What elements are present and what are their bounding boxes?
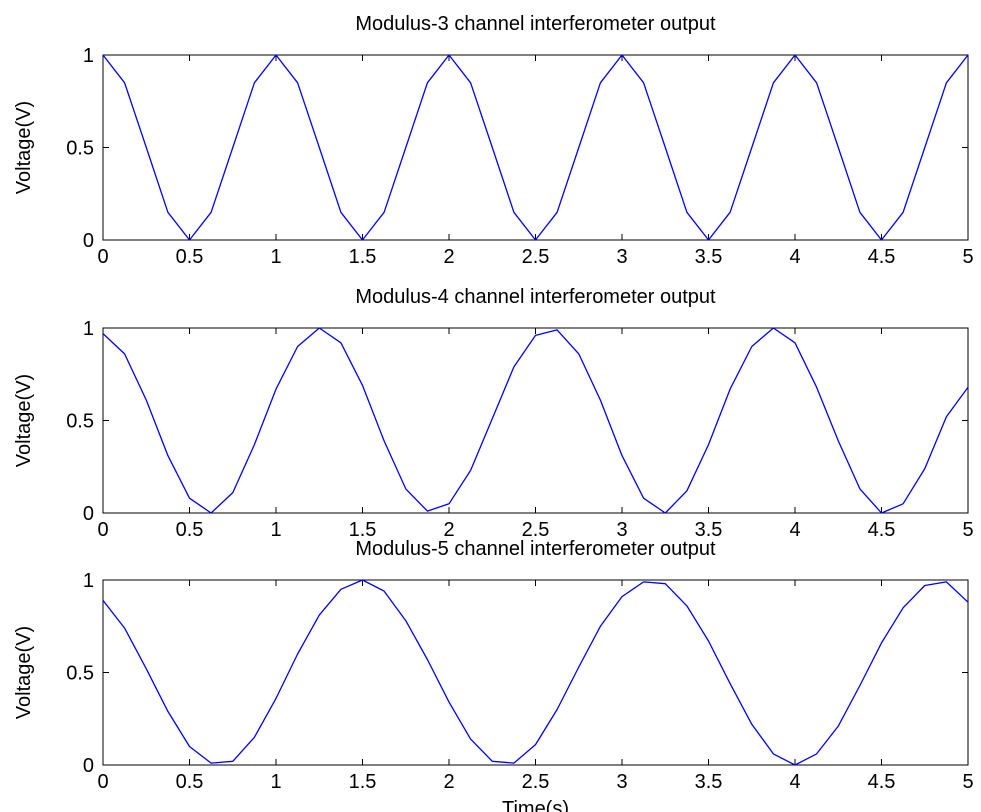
subplot-modulus-4: Modulus-4 channel interferometer output … [13,286,974,541]
y-tick-label: 0.5 [66,663,94,685]
y-tick-label: 0.5 [66,138,94,160]
x-tick-label: 4.5 [868,771,896,793]
x-tick-label: 4 [789,771,800,793]
series-line [103,580,968,765]
x-tick-label: 2.5 [522,771,550,793]
x-tick-label: 4 [789,246,800,268]
subplot-modulus-3: Modulus-3 channel interferometer output … [13,13,974,268]
x-tick-label: 3 [616,771,627,793]
x-tick-label: 2 [443,246,454,268]
plot-frame [103,580,968,765]
x-tick-label: 5 [962,519,973,541]
y-tick-label: 1 [83,318,94,340]
y-tick-label: 0 [83,230,94,252]
chart-title: Modulus-3 channel interferometer output [355,13,716,35]
chart-title: Modulus-4 channel interferometer output [355,286,716,308]
plot-frame [103,328,968,513]
chart-title: Modulus-5 channel interferometer output [355,538,716,560]
x-tick-label: 4.5 [868,246,896,268]
x-tick-label: 1.5 [349,246,377,268]
x-tick-label: 0.5 [176,246,204,268]
x-tick-label: 1 [270,519,281,541]
x-tick-label: 1.5 [349,771,377,793]
x-tick-label: 1 [270,771,281,793]
y-tick-label: 0 [83,503,94,525]
y-axis-label: Voltage(V) [13,374,35,467]
x-tick-label: 3.5 [695,246,723,268]
x-axis-label: Time(s) [502,798,569,812]
x-tick-label: 0.5 [176,771,204,793]
y-tick-label: 1 [83,570,94,592]
x-tick-label: 4 [789,519,800,541]
x-tick-label: 0 [97,771,108,793]
y-tick-label: 0.5 [66,411,94,433]
y-axis-label: Voltage(V) [13,626,35,719]
x-tick-label: 0 [97,246,108,268]
x-tick-label: 3 [616,246,627,268]
series-line [103,328,968,513]
y-tick-label: 1 [83,45,94,67]
x-tick-label: 2.5 [522,246,550,268]
y-tick-label: 0 [83,755,94,777]
y-axis-label: Voltage(V) [13,101,35,194]
subplot-modulus-5: Modulus-5 channel interferometer output … [13,538,974,812]
x-tick-label: 2 [443,771,454,793]
x-tick-label: 1 [270,246,281,268]
x-tick-label: 0.5 [176,519,204,541]
series-line [103,55,968,240]
x-tick-label: 0 [97,519,108,541]
x-tick-label: 5 [962,246,973,268]
x-tick-label: 4.5 [868,519,896,541]
x-tick-label: 5 [962,771,973,793]
x-tick-label: 3.5 [695,771,723,793]
